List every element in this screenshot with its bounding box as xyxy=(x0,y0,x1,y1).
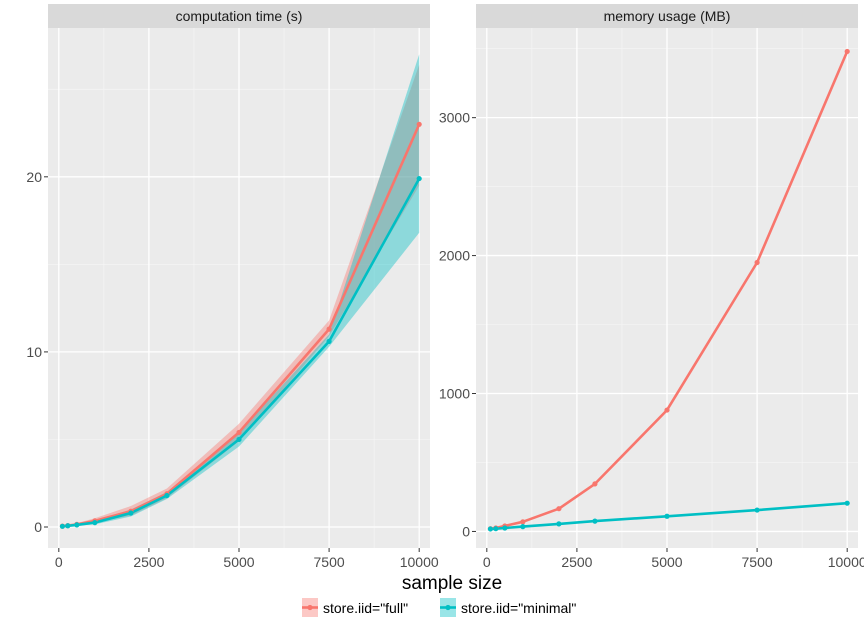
data-point xyxy=(502,525,508,531)
x-tick-label: 7500 xyxy=(314,554,345,570)
data-point xyxy=(493,526,499,532)
data-point xyxy=(59,523,66,529)
series-points xyxy=(59,121,422,529)
x-tick-label: 0 xyxy=(55,554,63,570)
legend-key-point xyxy=(307,604,313,611)
x-tick-label: 5000 xyxy=(223,554,254,570)
strip-title: computation time (s) xyxy=(176,8,303,24)
y-tick-label: 1000 xyxy=(439,386,470,402)
confidence-band xyxy=(62,64,420,528)
data-point xyxy=(556,506,562,512)
data-point xyxy=(754,259,760,266)
data-point xyxy=(592,518,598,524)
grid-lines xyxy=(476,28,858,548)
data-point xyxy=(236,429,242,436)
x-axis-ticks: 0 2500 5000 7500 10000 xyxy=(55,548,439,570)
x-tick-label: 2500 xyxy=(561,554,592,570)
x-tick-label: 7500 xyxy=(742,554,773,570)
data-point xyxy=(664,407,670,413)
panel-memory-usage: memory usage (MB) 0 2500 5000 7500 10000 0 10… xyxy=(439,4,864,570)
legend-key xyxy=(302,598,318,617)
data-point xyxy=(128,510,134,516)
legend: store.iid="full" store.iid="minimal" xyxy=(302,598,576,617)
strip-background xyxy=(476,4,858,28)
data-point xyxy=(416,175,422,182)
x-axis-title: sample size xyxy=(402,573,502,594)
x-tick-label: 10000 xyxy=(828,554,864,570)
data-point xyxy=(326,326,332,332)
legend-key xyxy=(440,598,456,617)
data-point xyxy=(844,48,850,55)
data-point xyxy=(844,500,850,506)
data-point xyxy=(664,513,670,519)
grid-lines xyxy=(48,28,430,548)
data-point xyxy=(326,338,332,345)
x-axis-ticks: 0 2500 5000 7500 10000 xyxy=(483,548,864,570)
data-point xyxy=(65,523,71,529)
legend-label: store.iid="minimal" xyxy=(461,600,576,616)
data-point xyxy=(592,481,598,487)
x-tick-label: 2500 xyxy=(133,554,164,570)
x-tick-label: 5000 xyxy=(651,554,682,570)
series-points xyxy=(487,48,850,532)
y-tick-label: 0 xyxy=(462,523,470,539)
x-tick-label: 0 xyxy=(483,554,491,570)
y-tick-label: 20 xyxy=(26,169,42,185)
y-tick-label: 3000 xyxy=(439,110,470,126)
data-point xyxy=(754,507,760,513)
panel-computation-time: computation time (s) 0 2500 5000 7500 10000 … xyxy=(26,4,439,570)
data-point xyxy=(520,524,526,530)
y-tick-label: 10 xyxy=(26,344,42,360)
legend-label: store.iid="full" xyxy=(323,600,408,616)
data-point xyxy=(416,121,422,127)
x-tick-label: 10000 xyxy=(400,554,439,570)
y-axis-ticks: 0 10 20 xyxy=(26,169,48,535)
y-tick-label: 2000 xyxy=(439,248,470,264)
data-point xyxy=(74,522,80,528)
y-tick-label: 0 xyxy=(34,519,42,535)
data-point xyxy=(556,521,562,527)
strip-background xyxy=(48,4,430,28)
data-point xyxy=(92,520,98,526)
data-point xyxy=(487,526,494,532)
y-axis-ticks: 0 1000 2000 3000 xyxy=(439,110,476,539)
data-point xyxy=(520,519,526,525)
strip-title: memory usage (MB) xyxy=(604,8,731,24)
legend-key-point xyxy=(445,604,451,611)
data-point xyxy=(236,436,242,443)
data-point xyxy=(164,492,170,499)
